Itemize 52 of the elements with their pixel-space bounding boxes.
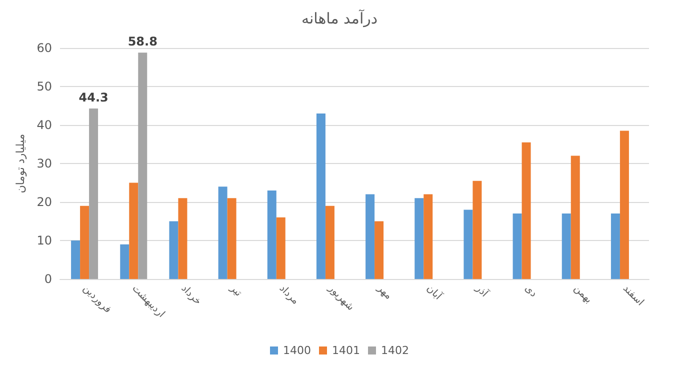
bar	[267, 190, 276, 279]
x-tick-label: آذر	[472, 280, 492, 300]
bar	[169, 221, 178, 279]
data-label: 58.8	[128, 34, 158, 49]
bar	[325, 206, 334, 279]
y-tick-label: 30	[36, 156, 52, 170]
y-tick-label: 50	[36, 80, 52, 94]
bar	[512, 214, 522, 279]
bar	[464, 210, 473, 279]
bar	[71, 240, 80, 279]
legend-label: 1400	[283, 344, 312, 357]
bar	[178, 198, 188, 279]
x-tick-label: بهمن	[571, 283, 594, 306]
bar	[138, 52, 148, 279]
y-tick-label: 60	[36, 41, 52, 55]
x-tick-label: شهریور	[325, 282, 356, 313]
x-tick-label: مرداد	[276, 283, 301, 307]
bar	[562, 214, 571, 279]
legend-label: 1401	[332, 344, 360, 357]
bar	[218, 186, 228, 279]
bar	[276, 217, 286, 279]
bar	[610, 214, 620, 279]
x-tick-label: مهر	[374, 282, 394, 302]
bar	[374, 221, 384, 279]
bar	[120, 244, 130, 279]
bar	[89, 108, 98, 279]
x-tick-label: تیر	[227, 282, 244, 300]
x-tick-label: آبان	[424, 282, 446, 304]
y-axis-title: میلیارد تومان	[14, 134, 27, 194]
x-tick-label: اردیبهشت	[130, 283, 167, 320]
x-tick-label: خرداد	[178, 283, 204, 308]
x-tick-label: فروردین	[80, 283, 114, 316]
bar	[424, 194, 433, 279]
bar	[316, 113, 326, 279]
bar	[227, 198, 236, 279]
bar	[414, 198, 424, 279]
bar	[620, 130, 629, 279]
x-tick-label: اسفند	[620, 283, 646, 308]
bar	[472, 180, 482, 279]
y-tick-label: 20	[36, 195, 52, 209]
x-tick-label: دی	[522, 283, 539, 300]
bar	[366, 194, 375, 279]
bar	[522, 142, 531, 279]
y-tick-label: 0	[44, 272, 52, 286]
chart-title: درآمد ماهانه	[301, 8, 378, 28]
bar	[80, 206, 90, 279]
bar	[129, 182, 138, 279]
y-tick-label: 40	[36, 118, 52, 132]
data-label: 44.3	[78, 90, 108, 104]
y-tick-label: 10	[36, 234, 52, 248]
legend-label: 1402	[380, 344, 409, 357]
bar	[570, 156, 580, 279]
